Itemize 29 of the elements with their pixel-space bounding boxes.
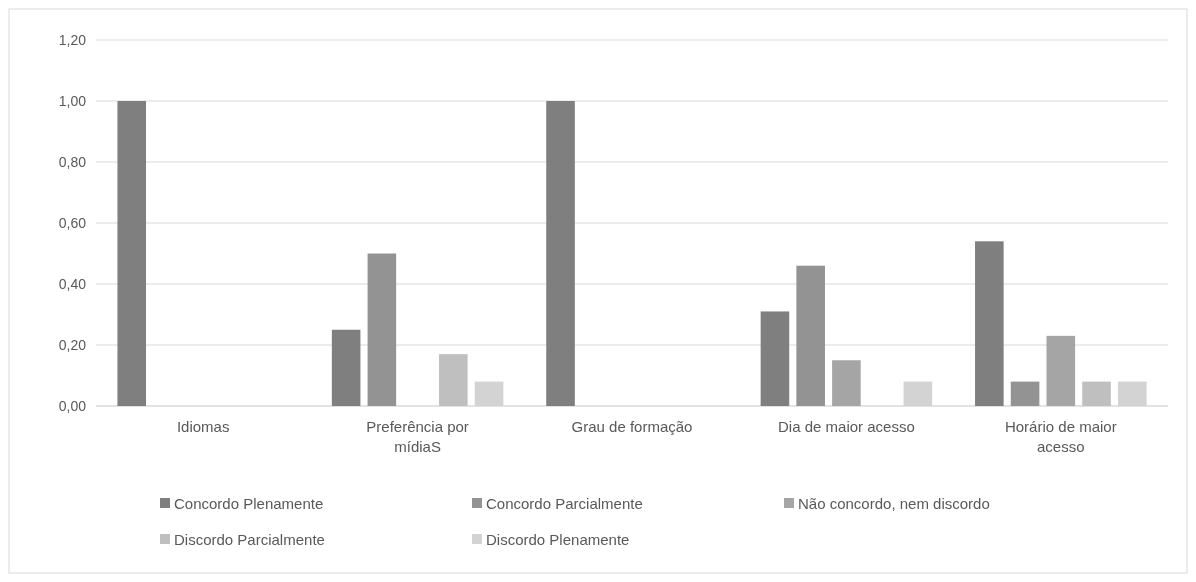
y-tick-label: 0,20 bbox=[58, 336, 87, 353]
x-tick-label: Idiomas bbox=[176, 418, 230, 435]
bar bbox=[796, 265, 825, 406]
bar bbox=[1046, 335, 1076, 406]
y-tick-label: 1,20 bbox=[58, 31, 87, 48]
legend-label: Discordo Plenamente bbox=[486, 531, 630, 549]
bar bbox=[1082, 381, 1111, 406]
x-tick-label: Horário de maior acesso bbox=[1004, 418, 1117, 455]
bar bbox=[331, 329, 361, 406]
bar bbox=[760, 311, 790, 406]
x-tick-label: Grau de formação bbox=[571, 418, 693, 435]
bar bbox=[367, 253, 397, 406]
legend-label: Concordo Parcialmente bbox=[486, 495, 643, 513]
legend-label: Discordo Parcialmente bbox=[174, 531, 325, 549]
y-tick-label: 0,40 bbox=[58, 275, 87, 292]
bar bbox=[1010, 381, 1040, 406]
x-tick-label: Dia de maior acesso bbox=[778, 418, 915, 435]
bar bbox=[975, 241, 1004, 406]
bar bbox=[546, 101, 575, 406]
y-tick-label: 0,80 bbox=[58, 153, 87, 170]
bar bbox=[832, 360, 861, 406]
y-tick-label: 0,00 bbox=[58, 397, 87, 414]
x-tick-label: Preferência por mídiaS bbox=[366, 418, 469, 455]
bar bbox=[117, 101, 147, 406]
y-tick-label: 0,60 bbox=[58, 214, 87, 231]
legend-label: Concordo Plenamente bbox=[174, 495, 324, 513]
bar bbox=[439, 354, 468, 406]
y-tick-label: 1,00 bbox=[58, 92, 87, 109]
legend-label: Não concordo, nem discordo bbox=[798, 495, 990, 513]
